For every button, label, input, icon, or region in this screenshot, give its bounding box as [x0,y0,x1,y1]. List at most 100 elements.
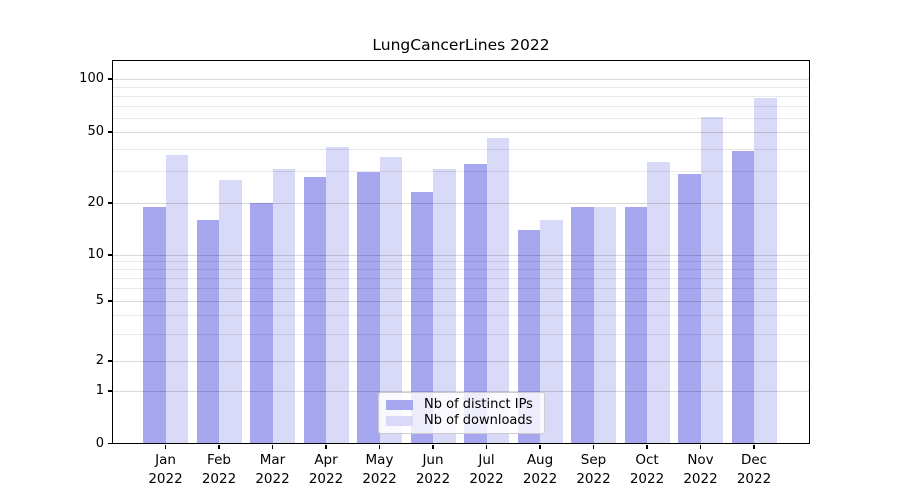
x-tick-month: Jul [478,452,495,468]
x-tick-month: Dec [740,452,768,468]
plot-area [112,59,810,444]
x-tick-label-mar: Mar 2022 [238,451,308,489]
x-tick-dec [753,444,755,449]
x-tick-jan [164,444,167,449]
minor-gridline-80 [112,95,810,97]
x-tick-year: 2022 [469,471,504,487]
x-tick-label-aug: Aug 2022 [505,451,575,489]
bar-distinct-ips-dec [731,151,754,444]
x-tick-year: 2022 [308,471,344,487]
minor-gridline-7 [112,278,810,280]
bars-layer [112,60,810,444]
x-tick-year: 2022 [576,471,611,487]
bar-distinct-ips-feb [196,219,219,444]
x-tick-month: Nov [687,452,714,468]
minor-gridline-30 [112,171,810,173]
y-tick-0 [107,442,112,445]
x-tick-label-jan: Jan 2022 [131,451,201,489]
minor-gridline-4 [112,315,810,317]
bar-downloads-jul [486,138,509,444]
legend-swatch-downloads [386,416,413,426]
x-tick-month: Oct [635,452,659,468]
x-tick-year: 2022 [201,471,237,487]
minor-gridline-6 [112,288,810,290]
major-gridline-50 [112,131,810,133]
x-tick-month: Jan [155,452,176,468]
x-tick-label-apr: Apr 2022 [291,451,361,489]
y-tick-label-100: 100 [79,71,104,87]
x-tick-year: 2022 [629,471,665,487]
x-tick-jun [432,444,434,449]
x-tick-jul [485,444,488,449]
x-tick-month: May [365,452,394,468]
legend-label-downloads: Nb of downloads [424,413,533,428]
bar-downloads-aug [540,219,563,444]
minor-gridline-70 [112,105,810,107]
y-tick-label-5: 5 [95,293,104,309]
bar-downloads-sep [593,206,616,444]
minor-gridline-8 [112,269,810,271]
y-tick-1 [107,390,112,392]
minor-gridline-9 [112,261,810,263]
y-tick-50 [107,131,112,133]
y-tick-20 [107,202,112,204]
legend: Nb of distinct IPs Nb of downloads [378,392,545,434]
x-tick-year: 2022 [683,471,718,487]
x-tick-mar [271,444,274,449]
major-gridline-20 [112,202,810,204]
chart-title: LungCancerLines 2022 [372,36,550,54]
y-tick-label-10: 10 [87,247,104,263]
x-tick-label-oct: Oct 2022 [612,451,682,489]
bar-downloads-jun [433,169,456,444]
bar-distinct-ips-oct [624,206,647,444]
legend-item-distinct-ips: Nb of distinct IPs [386,398,536,412]
bar-distinct-ips-mar [250,203,273,444]
y-tick-label-20: 20 [87,195,104,211]
bar-distinct-ips-apr [303,176,326,444]
x-tick-year: 2022 [415,471,451,487]
major-gridline-1 [112,390,810,392]
bar-distinct-ips-jul [464,164,487,444]
minor-gridline-40 [112,148,810,150]
legend-label-distinct-ips: Nb of distinct IPs [424,397,533,412]
x-tick-year: 2022 [736,471,772,487]
x-tick-year: 2022 [255,471,290,487]
x-tick-month: Feb [207,452,231,468]
bar-distinct-ips-sep [571,206,594,444]
major-gridline-10 [112,254,810,256]
bar-downloads-apr [326,147,349,444]
major-gridline-5 [112,300,810,302]
x-tick-label-feb: Feb 2022 [184,451,254,489]
x-tick-month: Aug [526,452,554,468]
x-tick-month: Apr [314,452,338,468]
y-tick-10 [107,254,112,256]
y-tick-100 [107,78,112,80]
bar-distinct-ips-may [357,171,380,444]
x-tick-label-jul: Jul 2022 [452,451,522,489]
y-tick-label-2: 2 [95,353,104,369]
legend-swatch-distinct-ips [386,400,413,410]
bar-distinct-ips-jan [143,206,166,444]
bar-downloads-oct [647,161,670,444]
bar-downloads-may [379,157,402,444]
x-tick-aug [539,444,541,449]
x-tick-label-jun: Jun 2022 [398,451,468,489]
bar-downloads-dec [754,98,777,444]
x-tick-oct [646,444,648,449]
x-tick-year: 2022 [362,471,397,487]
x-tick-may [378,444,381,449]
bar-downloads-feb [219,179,242,444]
y-tick-label-0: 0 [95,435,104,451]
bar-downloads-nov [700,116,723,444]
x-tick-month: Mar [259,452,286,468]
minor-gridline-3 [112,333,810,335]
x-tick-month: Jun [422,452,444,468]
x-tick-apr [325,444,327,449]
y-tick-label-1: 1 [95,383,104,399]
bar-distinct-ips-jun [410,192,433,444]
x-tick-label-sep: Sep 2022 [559,451,629,489]
x-tick-label-may: May 2022 [345,451,415,489]
x-tick-month: Sep [580,452,607,468]
y-tick-5 [107,300,112,302]
